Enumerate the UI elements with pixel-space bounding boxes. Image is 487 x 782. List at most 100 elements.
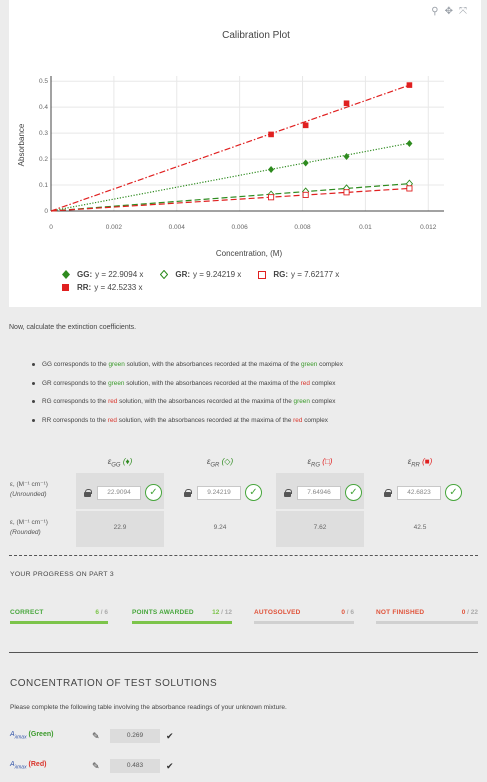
legend-eq-rg: y = 7.62177 x — [290, 270, 340, 279]
complex-definitions-list: GG corresponds to the green solution, wi… — [32, 360, 343, 435]
checkmark-icon: ✔ — [166, 760, 174, 771]
lock-icon — [184, 488, 192, 497]
pencil-icon[interactable]: ✎ — [92, 730, 100, 741]
data-point-gg — [406, 140, 413, 147]
section-divider — [9, 555, 478, 556]
value-field-rg[interactable]: 7.64946 — [297, 485, 341, 500]
lock-icon — [284, 488, 292, 497]
reset-icon[interactable]: ⤧ — [459, 6, 467, 17]
check-circle-icon: ✓ — [245, 484, 262, 501]
progress-points: POINTS AWARDED 12 / 12 — [132, 609, 232, 627]
calibration-chart-panel: ⚲ ✥ ⤧ Calibration Plot Concentration, (M… — [9, 0, 481, 307]
x-tick-label: 0.004 — [169, 224, 186, 231]
pencil-icon[interactable]: ✎ — [92, 760, 100, 771]
check-circle-icon: ✓ — [145, 484, 162, 501]
zoom-icon[interactable]: ⚲ — [431, 6, 439, 17]
progress-title: YOUR PROGRESS ON PART 3 — [10, 571, 114, 578]
data-point-gg — [343, 152, 350, 160]
cell-unrounded-gg: 22.9094 ✓ — [76, 473, 164, 509]
cell-rounded-rr: 42.5 — [413, 524, 427, 531]
x-tick-label: 0.012 — [420, 224, 437, 231]
cell-unrounded-rg: 7.64946 ✓ — [276, 473, 364, 509]
legend-eq-gg: y = 22.9094 x — [95, 270, 144, 279]
y-tick-label: 0.4 — [39, 104, 48, 111]
x-tick-label: 0.002 — [106, 224, 123, 231]
filled-square-icon — [59, 283, 73, 292]
value-field-rr[interactable]: 42.6823 — [397, 485, 441, 500]
data-point-rg — [343, 189, 350, 196]
filled-diamond-icon — [59, 270, 73, 279]
data-point-gg — [268, 165, 275, 173]
legend-item-gg[interactable]: GG: y = 22.9094 x — [59, 270, 143, 279]
absorbance-row-red: Aλmax (Red) ✎ 0.483 ✔ — [10, 757, 174, 775]
cell-rounded-gg: 22.9 — [76, 511, 164, 547]
data-point-rr — [343, 100, 350, 107]
col-header-gr: εGR (◇) — [206, 457, 234, 469]
data-point-rr — [302, 122, 309, 129]
chart-legend: GG: y = 22.9094 x GR: y = 9.24219 x RG: … — [59, 268, 353, 294]
lock-icon — [384, 488, 392, 497]
cell-rounded-gr: 9.24 — [213, 524, 227, 531]
check-circle-icon: ✓ — [445, 484, 462, 501]
check-circle-icon: ✓ — [345, 484, 362, 501]
data-point-rg — [406, 185, 413, 192]
list-item: GR corresponds to the green solution, wi… — [32, 379, 343, 398]
progress-autosolved: AUTOSOLVED 0 / 6 — [254, 609, 354, 627]
data-point-gg — [302, 159, 309, 167]
instruction-text: Now, calculate the extinction coefficien… — [9, 324, 137, 331]
section-title: CONCENTRATION OF TEST SOLUTIONS — [10, 678, 218, 689]
list-item: RR corresponds to the red solution, with… — [32, 416, 343, 435]
col-header-gg: εGG (♦) — [107, 457, 133, 469]
absorbance-input-red[interactable]: 0.483 — [110, 759, 160, 773]
x-tick-label: 0.006 — [231, 224, 248, 231]
y-tick-label: 0.3 — [39, 130, 48, 137]
cell-unrounded-gr: 9.24219 ✓ — [176, 473, 264, 509]
legend-item-rg[interactable]: RG: y = 7.62177 x — [255, 270, 339, 279]
calibration-plot: Calibration Plot Concentration, (M) Abso… — [17, 30, 444, 258]
y-tick-label: 0 — [44, 208, 48, 215]
legend-item-gr[interactable]: GR: y = 9.24219 x — [157, 270, 241, 279]
absorbance-input-green[interactable]: 0.269 — [110, 729, 160, 743]
legend-name-gg: GG: — [77, 270, 93, 279]
col-header-rr: εRR (■) — [407, 457, 433, 469]
x-tick-label: 0.01 — [359, 224, 372, 231]
x-tick-label: 0.008 — [294, 224, 311, 231]
fit-line-rr — [50, 84, 410, 212]
cell-rounded-rg: 7.62 — [276, 511, 364, 547]
row-label-rounded: ε, (M⁻¹ cm⁻¹) (Rounded) — [10, 519, 48, 536]
data-point-rr — [268, 131, 274, 138]
legend-name-gr: GR: — [175, 270, 191, 279]
y-tick-label: 0.1 — [39, 182, 48, 189]
data-point-rr — [406, 82, 413, 88]
legend-eq-gr: y = 9.24219 x — [193, 270, 242, 279]
y-axis-label: Absorbance — [17, 123, 26, 166]
row-label-unrounded: ε, (M⁻¹ cm⁻¹) (Unrounded) — [10, 481, 48, 498]
x-axis-label: Concentration, (M) — [216, 249, 283, 258]
value-field-gg[interactable]: 22.9094 — [97, 485, 141, 500]
lock-icon — [84, 488, 92, 497]
fit-line-rg — [50, 187, 410, 212]
data-point-rg — [268, 194, 275, 201]
section-divider — [9, 652, 478, 653]
col-header-rg: εRG (□) — [307, 457, 333, 469]
progress-not-finished: NOT FINISHED 0 / 22 — [376, 609, 478, 627]
open-square-icon — [255, 270, 269, 279]
checkmark-icon: ✔ — [166, 730, 174, 741]
legend-item-rr[interactable]: RR: y = 42.5233 x — [59, 283, 142, 292]
x-tick-label: 0 — [49, 224, 53, 231]
legend-eq-rr: y = 42.5233 x — [94, 283, 143, 292]
cell-unrounded-rr: 42.6823 ✓ — [376, 473, 464, 509]
section-description: Please complete the following table invo… — [10, 704, 287, 711]
chart-modebar: ⚲ ✥ ⤧ — [431, 6, 467, 18]
pan-icon[interactable]: ✥ — [444, 6, 453, 17]
value-field-gr[interactable]: 9.24219 — [197, 485, 241, 500]
absorbance-label-red: Aλmax (Red) — [10, 761, 47, 771]
legend-name-rg: RG: — [273, 270, 288, 279]
fit-line-gg — [50, 142, 410, 212]
legend-name-rr: RR: — [77, 283, 92, 292]
data-point-rg — [302, 191, 309, 198]
list-item: RG corresponds to the red solution, with… — [32, 397, 343, 416]
open-diamond-icon — [157, 270, 171, 279]
y-tick-label: 0.2 — [39, 156, 48, 163]
y-tick-label: 0.5 — [39, 78, 48, 85]
